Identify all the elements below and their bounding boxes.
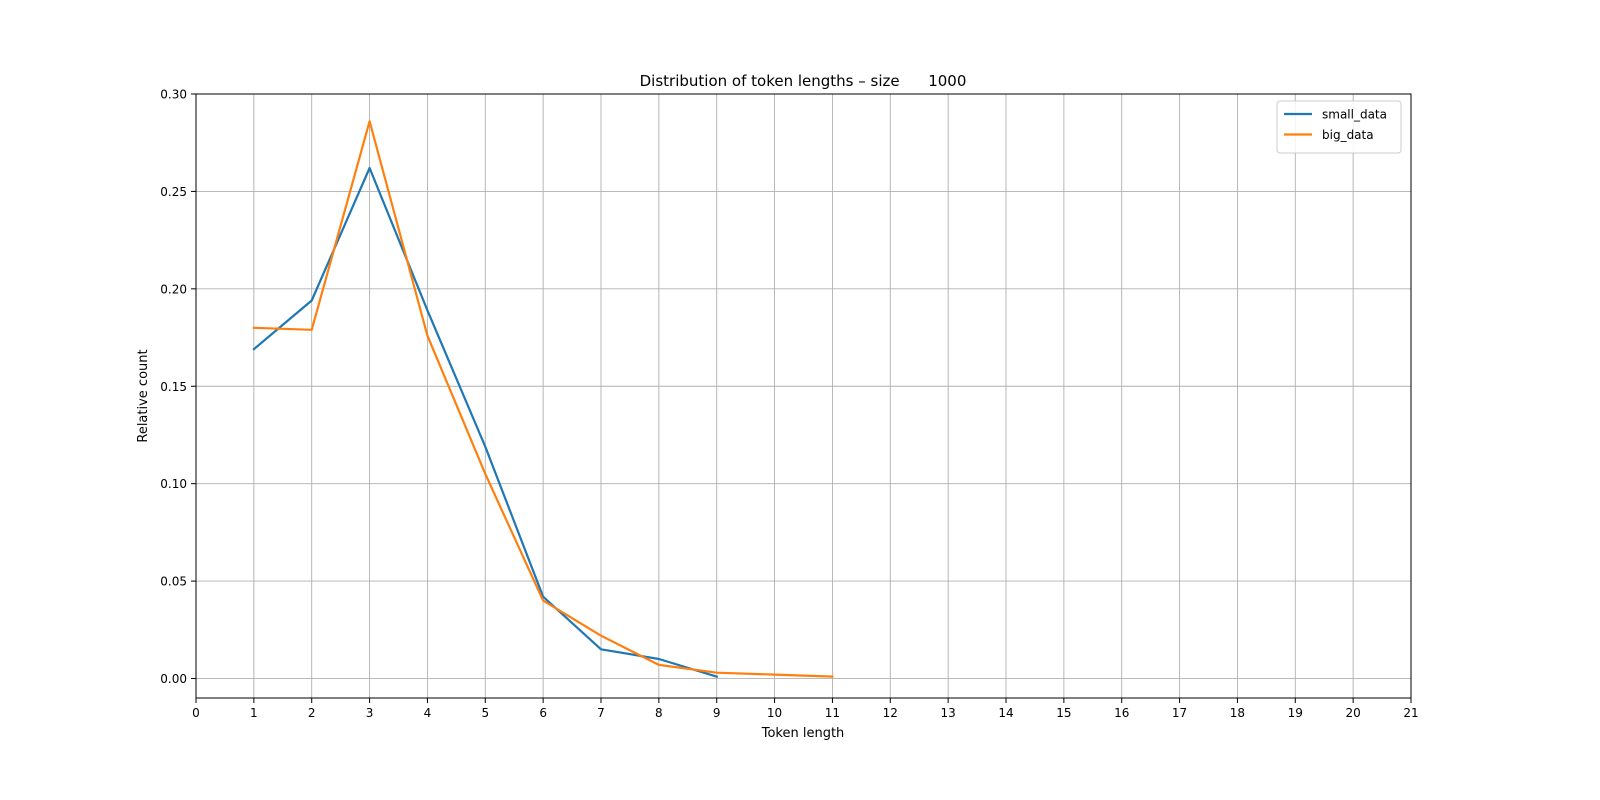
x-tick-label: 18	[1230, 706, 1245, 720]
legend: small_data big_data	[1276, 100, 1402, 154]
y-axis-label: Relative count	[136, 349, 151, 442]
x-tick-label: 8	[655, 706, 663, 720]
x-tick-label: 15	[1056, 706, 1071, 720]
legend-label-small_data: small_data	[1322, 108, 1387, 122]
x-axis-label: Token length	[761, 726, 845, 741]
x-tick-label: 1	[250, 706, 258, 720]
x-tick-label: 12	[883, 706, 898, 720]
x-tick-label: 21	[1403, 706, 1418, 720]
x-tick-label: 0	[192, 706, 200, 720]
x-tick-label: 9	[713, 706, 721, 720]
x-tick-label: 17	[1172, 706, 1187, 720]
x-tick-label: 14	[998, 706, 1013, 720]
x-tick-label: 2	[308, 706, 316, 720]
tick-labels: 0 1 2 3 4 5 6 7 8 9 10 11 12 13 14 15 16 17 18 19 20 210.000.…	[160, 88, 1418, 721]
x-tick-label: 4	[424, 706, 432, 720]
x-tick-label: 5	[481, 706, 489, 720]
x-tick-label: 13	[941, 706, 956, 720]
y-tick-label: 0.05	[160, 575, 187, 589]
y-tick-label: 0.25	[160, 185, 187, 199]
x-tick-label: 3	[366, 706, 374, 720]
chart-title: Distribution of token lengths – size 100…	[640, 72, 967, 90]
series-lines	[252, 120, 834, 678]
x-tick-label: 19	[1288, 706, 1303, 720]
x-tick-label: 20	[1346, 706, 1361, 720]
y-tick-label: 0.00	[160, 672, 187, 686]
x-tick-label: 7	[597, 706, 605, 720]
y-tick-label: 0.20	[160, 282, 187, 296]
x-tick-label: 11	[825, 706, 840, 720]
x-tick-label: 10	[767, 706, 782, 720]
x-tick-label: 16	[1114, 706, 1129, 720]
axes	[191, 93, 1412, 703]
plot-frame	[195, 93, 1412, 699]
y-tick-label: 0.15	[160, 380, 187, 394]
y-tick-label: 0.30	[160, 88, 187, 102]
legend-label-big_data: big_data	[1322, 128, 1374, 142]
series-line-big_data	[252, 120, 834, 678]
x-tick-label: 6	[539, 706, 547, 720]
y-tick-label: 0.10	[160, 477, 187, 491]
